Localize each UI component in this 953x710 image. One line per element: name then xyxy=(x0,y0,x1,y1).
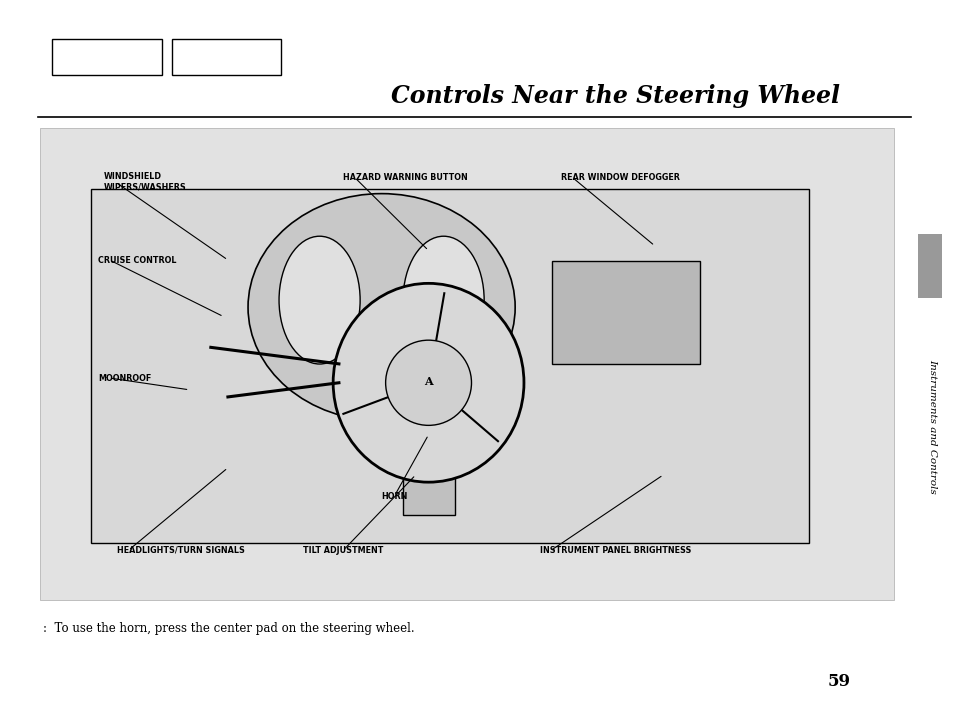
Text: 59: 59 xyxy=(827,673,850,690)
Text: :  To use the horn, press the center pad on the steering wheel.: : To use the horn, press the center pad … xyxy=(43,622,415,635)
Text: TILT ADJUSTMENT: TILT ADJUSTMENT xyxy=(303,546,383,555)
Text: INSTRUMENT PANEL BRIGHTNESS: INSTRUMENT PANEL BRIGHTNESS xyxy=(539,546,690,555)
Text: WINDSHIELD
WIPERS/WASHERS: WINDSHIELD WIPERS/WASHERS xyxy=(104,173,187,192)
Text: REAR WINDOW DEFOGGER: REAR WINDOW DEFOGGER xyxy=(560,173,679,182)
Text: HEADLIGHTS/TURN SIGNALS: HEADLIGHTS/TURN SIGNALS xyxy=(117,546,245,555)
Text: CRUISE CONTROL: CRUISE CONTROL xyxy=(98,256,176,265)
Ellipse shape xyxy=(385,340,471,425)
Text: HAZARD WARNING BUTTON: HAZARD WARNING BUTTON xyxy=(343,173,467,182)
Text: HORN: HORN xyxy=(381,491,407,501)
Bar xyxy=(40,128,893,600)
Text: Instruments and Controls: Instruments and Controls xyxy=(927,359,936,493)
Text: A: A xyxy=(424,376,433,387)
Bar xyxy=(52,39,162,75)
Ellipse shape xyxy=(402,236,483,364)
Bar xyxy=(402,323,455,515)
Bar xyxy=(91,189,807,543)
Ellipse shape xyxy=(278,236,360,364)
Text: Controls Near the Steering Wheel: Controls Near the Steering Wheel xyxy=(390,84,839,108)
Text: MOONROOF: MOONROOF xyxy=(98,373,152,383)
Bar xyxy=(552,261,700,364)
Bar xyxy=(172,39,281,75)
Ellipse shape xyxy=(333,283,523,482)
Ellipse shape xyxy=(248,194,515,421)
Bar xyxy=(917,234,941,298)
